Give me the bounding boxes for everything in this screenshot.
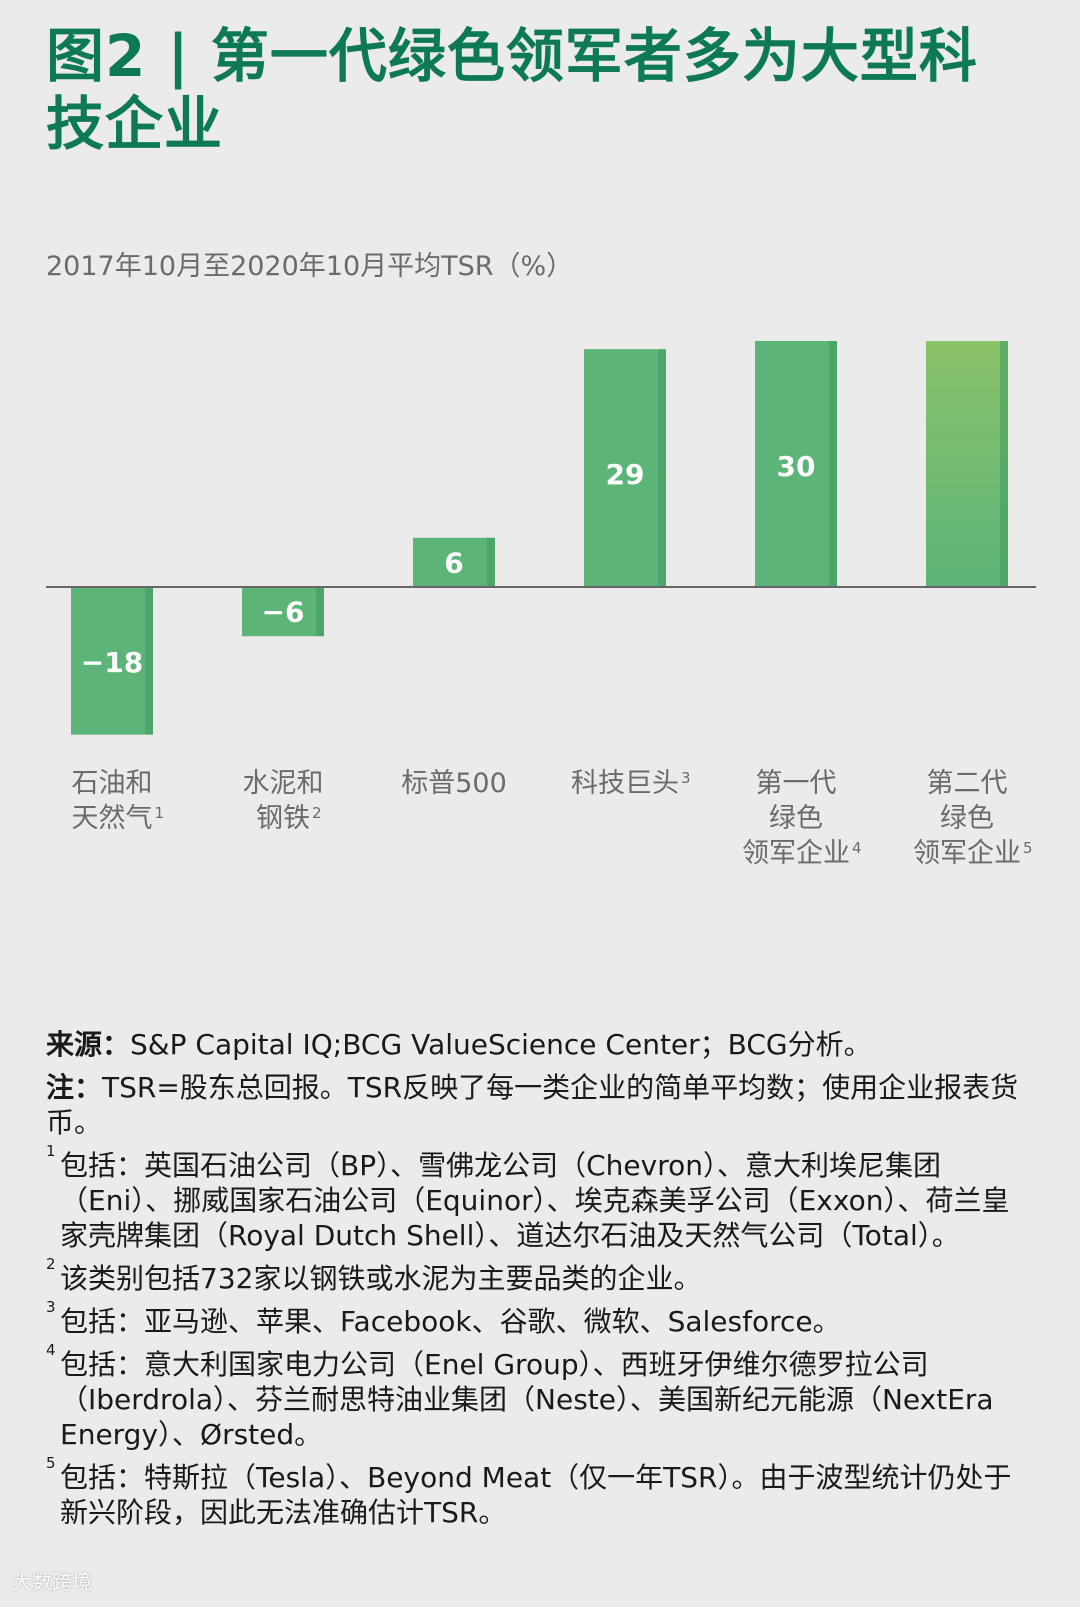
footnote-number: 5 [46, 1454, 56, 1472]
category-footnote-marker-4: 4 [852, 839, 862, 857]
general-note: 注：TSR=股东总回报。TSR反映了每一类企业的简单平均数；使用企业报表货币。 [46, 1070, 1036, 1140]
category-footnote-marker-0: 1 [155, 804, 165, 822]
category-label-2-line-0: 标普500 [401, 768, 507, 799]
footnotes: 来源：S&P Capital IQ;BCG ValueScience Cente… [46, 1027, 1036, 1538]
bar-4 [755, 341, 837, 587]
footnote-3: 3 包括：亚马逊、苹果、Facebook、谷歌、微软、Salesforce。 [46, 1300, 1036, 1339]
bar-shade-5 [1000, 341, 1008, 587]
category-label-5-line-0: 第二代 [927, 768, 1008, 799]
bar-shade-3 [658, 349, 666, 587]
bar-value-label-3: 29 [606, 458, 645, 491]
bar-shade-4 [829, 341, 837, 587]
footnote-text: 包括：特斯拉（Tesla）、Beyond Meat（仅一年TSR）。由于波型统计… [60, 1461, 1012, 1529]
source-text: S&P Capital IQ;BCG ValueScience Center；B… [130, 1028, 872, 1061]
footnote-number: 1 [46, 1142, 56, 1160]
bar-shade-1 [316, 587, 324, 637]
note-text: TSR=股东总回报。TSR反映了每一类企业的简单平均数；使用企业报表货币。 [46, 1071, 1019, 1139]
footnote-2: 2 该类别包括732家以钢铁或水泥为主要品类的企业。 [46, 1257, 1036, 1296]
category-footnote-marker-3: 3 [681, 769, 691, 787]
numbered-footnotes: 1 包括：英国石油公司（BP）、雪佛龙公司（Chevron）、意大利埃尼集团（En… [46, 1144, 1036, 1530]
note-label: 注： [46, 1071, 103, 1104]
footnote-1: 1 包括：英国石油公司（BP）、雪佛龙公司（Chevron）、意大利埃尼集团（En… [46, 1144, 1036, 1253]
footnote-text: 包括：亚马逊、苹果、Facebook、谷歌、微软、Salesforce。 [60, 1305, 841, 1338]
source-label: 来源： [46, 1028, 131, 1061]
category-label-4-line-2: 领军企业 [742, 838, 850, 869]
footnote-text: 包括：英国石油公司（BP）、雪佛龙公司（Chevron）、意大利埃尼集团（Eni… [60, 1149, 1010, 1252]
footnote-5: 5 包括：特斯拉（Tesla）、Beyond Meat（仅一年TSR）。由于波型统… [46, 1456, 1036, 1530]
chart-subtitle: 2017年10月至2020年10月平均TSR（%） [46, 251, 574, 282]
bar-5 [926, 341, 1008, 587]
source-note: 来源：S&P Capital IQ;BCG ValueScience Cente… [46, 1027, 1036, 1062]
bar-shade-0 [145, 587, 153, 735]
footnote-number: 3 [46, 1298, 56, 1316]
bar-3 [584, 349, 666, 587]
footnote-number: 4 [46, 1341, 56, 1359]
category-label-3-line-0: 科技巨头 [571, 768, 679, 799]
category-label-4-line-1: 绿色 [769, 803, 823, 834]
category-label-0-line-1: 天然气 [72, 803, 153, 834]
bar-1 [242, 587, 324, 637]
bar-0 [71, 587, 153, 735]
category-label-1-line-1: 钢铁 [256, 803, 310, 834]
category-footnote-marker-5: 5 [1023, 839, 1033, 857]
category-label-5-line-1: 绿色 [940, 803, 994, 834]
bar-value-label-1: −6 [262, 596, 305, 629]
bar-value-label-0: −18 [81, 646, 143, 679]
bar-value-label-4: 30 [777, 450, 816, 483]
chart-title: 图2 | 第一代绿色领军者多为大型科技企业 [46, 22, 978, 158]
category-footnote-marker-1: 2 [312, 804, 322, 822]
watermark-logo: 大数跨境 [12, 1570, 92, 1594]
footnote-4: 4 包括：意大利国家电力公司（Enel Group）、西班牙伊维尔德罗拉公司（Ib… [46, 1343, 1036, 1452]
footnote-number: 2 [46, 1255, 56, 1273]
bar-value-label-2: 6 [444, 546, 463, 579]
bar-shade-2 [487, 537, 495, 587]
footnote-text: 该类别包括732家以钢铁或水泥为主要品类的企业。 [60, 1262, 702, 1295]
bar-2 [413, 537, 495, 587]
category-label-4-line-0: 第一代 [756, 768, 837, 799]
category-label-1-line-0: 水泥和 [243, 768, 324, 799]
category-label-0-line-0: 石油和 [72, 768, 153, 799]
footnote-text: 包括：意大利国家电力公司（Enel Group）、西班牙伊维尔德罗拉公司（Ibe… [60, 1348, 994, 1451]
category-label-5-line-2: 领军企业 [913, 838, 1021, 869]
bars-group: −18 −6 6 29 30 [71, 341, 1008, 735]
